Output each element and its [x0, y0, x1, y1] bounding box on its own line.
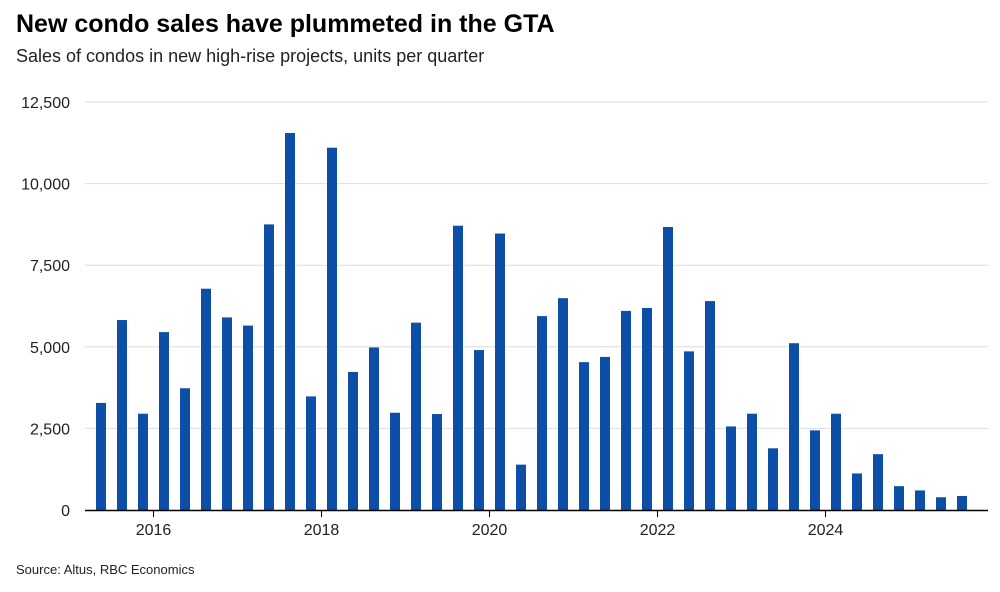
x-axis: 2016 2018 2020 2022 2024 — [85, 509, 988, 539]
bar — [957, 495, 967, 510]
chart-subtitle: Sales of condos in new high-rise project… — [16, 46, 485, 66]
bar — [327, 147, 337, 511]
bar — [936, 497, 946, 510]
bar — [789, 343, 799, 510]
gridlines — [85, 101, 988, 429]
bar — [642, 307, 652, 510]
bar — [180, 388, 190, 510]
bar — [453, 225, 463, 510]
bar — [894, 486, 904, 510]
bar — [663, 227, 673, 510]
bar — [222, 317, 232, 510]
y-tick-label: 0 — [61, 503, 70, 520]
bar — [138, 413, 148, 510]
x-tick-label: 2016 — [136, 522, 172, 539]
y-tick-label: 7,500 — [30, 258, 70, 275]
bar — [747, 413, 757, 510]
bar — [348, 371, 358, 510]
bar — [726, 426, 736, 510]
y-tick-label: 12,500 — [21, 95, 70, 112]
source-note: Source: Altus, RBC Economics — [16, 562, 195, 577]
y-axis-ticks: 0 2,500 5,000 7,500 10,000 12,500 — [21, 95, 70, 520]
y-tick-label: 5,000 — [30, 340, 70, 357]
bar — [159, 332, 169, 510]
bar — [873, 454, 883, 510]
bar — [579, 362, 589, 510]
bar — [915, 490, 925, 510]
bar — [516, 464, 526, 510]
x-tick-label: 2018 — [304, 522, 340, 539]
bar — [390, 412, 400, 510]
bar — [369, 347, 379, 510]
x-tick-label: 2022 — [640, 522, 676, 539]
bar — [558, 298, 568, 510]
chart-title: New condo sales have plummeted in the GT… — [16, 10, 555, 38]
bar — [201, 288, 211, 510]
bar — [831, 413, 841, 510]
bars — [96, 133, 967, 511]
bar — [243, 325, 253, 510]
bar — [495, 233, 505, 511]
bar — [432, 414, 442, 510]
x-tick-label: 2024 — [808, 522, 844, 539]
bar — [852, 473, 862, 510]
bar — [621, 310, 631, 510]
bar — [768, 448, 778, 510]
bar — [285, 133, 295, 510]
bar — [306, 396, 316, 510]
y-tick-label: 10,000 — [21, 177, 70, 194]
bar — [474, 350, 484, 510]
bar — [411, 322, 421, 510]
bar — [600, 356, 610, 510]
bar — [264, 224, 274, 510]
bar — [96, 402, 106, 510]
x-tick-label: 2020 — [472, 522, 508, 539]
bar — [810, 430, 820, 510]
bar — [705, 301, 715, 510]
bar — [117, 320, 127, 510]
y-tick-label: 2,500 — [30, 421, 70, 438]
bar — [684, 351, 694, 510]
bar — [537, 316, 547, 510]
